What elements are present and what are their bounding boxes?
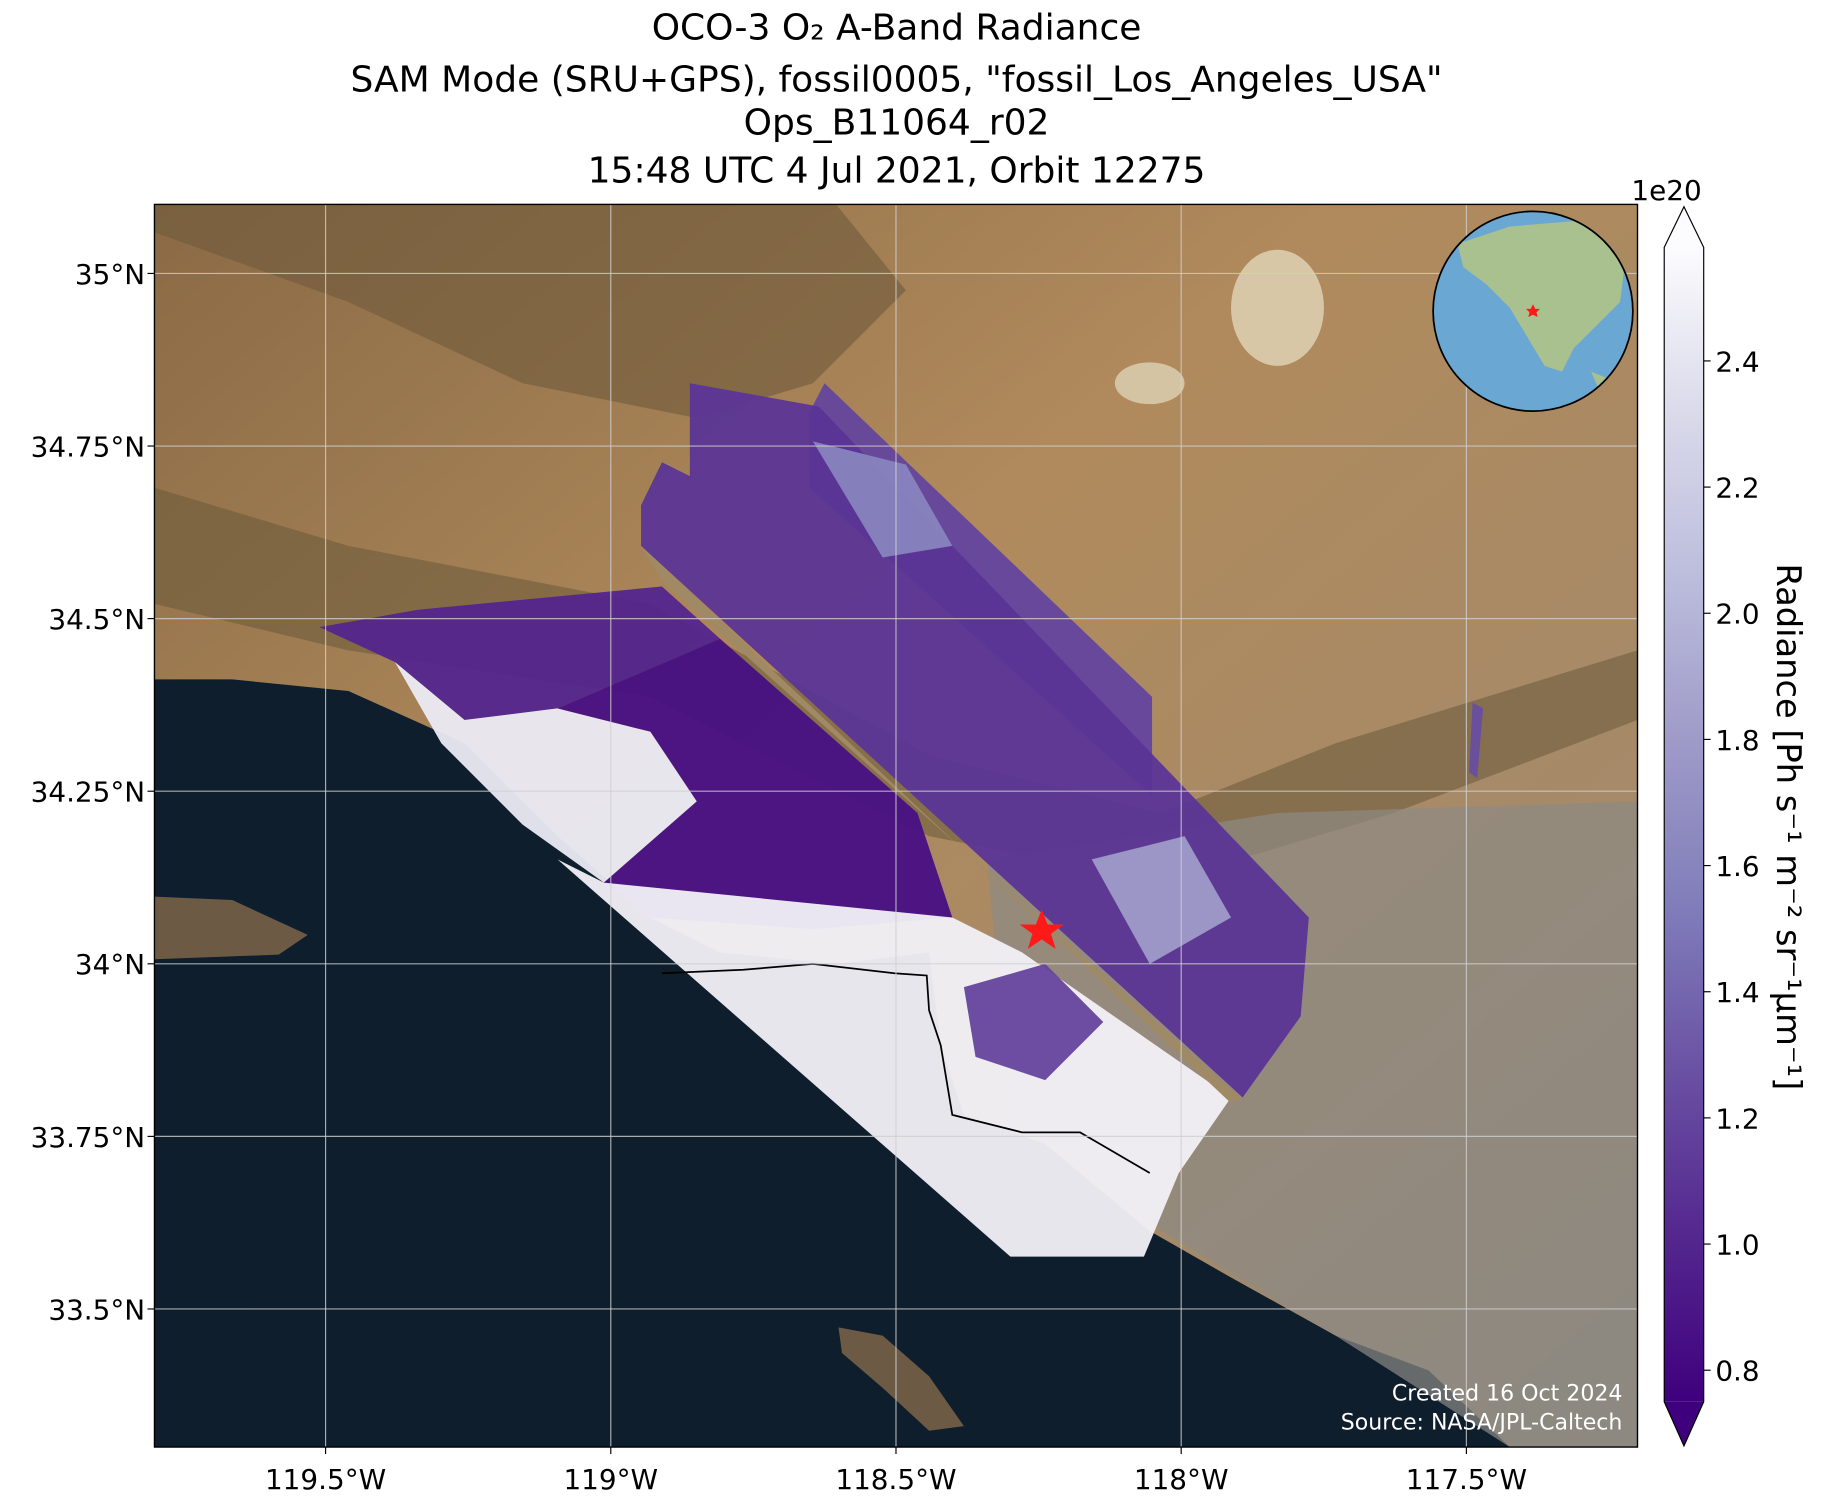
radiance-region: [394, 661, 697, 883]
y-tick-label: 33.5°N: [48, 1293, 145, 1326]
boundary: [661, 963, 1151, 1174]
colorbar-label: Radiance [Ph s⁻¹ m⁻² sr⁻¹μm⁻¹]: [1769, 564, 1808, 1091]
dry-lake: [1231, 249, 1324, 366]
globe-land: [1457, 220, 1626, 372]
swath-gap: [641, 545, 1243, 1104]
radiance-region: [319, 586, 721, 721]
x-tick-label: 118.5°W: [835, 1463, 956, 1496]
colorbar-tick-label: 2.2: [1715, 472, 1759, 505]
colorbar-extend-min: [1664, 1401, 1704, 1446]
colorbar-tick-label: 2.0: [1715, 598, 1759, 631]
title-line: OCO-3 O₂ A-Band Radiance: [652, 7, 1142, 48]
colorbar-multiplier: 1e20: [1631, 174, 1701, 207]
mountains: [154, 204, 906, 419]
credit: Source: NASA/JPL-Caltech: [1341, 1411, 1623, 1436]
x-tick-label: 119.5°W: [265, 1463, 386, 1496]
colorbar-tick-label: 1.8: [1715, 724, 1759, 757]
mountains: [154, 487, 1638, 883]
y-tick-label: 33.75°N: [31, 1121, 146, 1154]
credit: Created 16 Oct 2024: [1392, 1382, 1623, 1407]
radiance-region: [812, 441, 953, 558]
x-tick-label: 119°W: [563, 1463, 658, 1496]
x-tick-label: 118°W: [1134, 1463, 1229, 1496]
globe-outline: [1432, 210, 1634, 412]
radiance-region: [963, 963, 1104, 1081]
colorbar-tick-label: 0.8: [1715, 1355, 1759, 1388]
y-tick-label: 34.25°N: [31, 776, 146, 809]
colorbar-tick-label: 1.0: [1715, 1229, 1759, 1262]
colorbar: 0.8 1.0 1.2 1.4 1.6 1.8 2.0 2.2 2.4 1e20 Radiance …: [1631, 174, 1808, 1448]
colorbar-tick-label: 1.4: [1715, 976, 1759, 1009]
title-line: 15:48 UTC 4 Jul 2021, Orbit 12275: [588, 150, 1206, 191]
radiance-region: [1469, 702, 1484, 779]
radiance-region: [1091, 836, 1232, 964]
y-tick-label: 34.75°N: [31, 430, 146, 463]
radiance-region: [557, 859, 1232, 1257]
colorbar-tick-label: 1.6: [1715, 850, 1759, 883]
colorbar-tick-label: 2.4: [1715, 345, 1759, 378]
radiance-region: [557, 638, 953, 930]
x-tick-label: 117.5°W: [1406, 1463, 1527, 1496]
title-line: SAM Mode (SRU+GPS), fossil0005, "fossil_…: [351, 60, 1443, 101]
target-star: [1019, 909, 1064, 949]
globe-star: [1526, 304, 1540, 318]
island: [838, 1327, 964, 1431]
colorbar-body: [1664, 247, 1704, 1402]
colorbar-outline: [1663, 205, 1705, 1448]
dry-lake: [1114, 362, 1185, 405]
island: [154, 896, 308, 960]
colorbar-extend-max: [1664, 206, 1704, 248]
y-tick-label: 34.5°N: [48, 603, 145, 636]
globe-inset: [1432, 210, 1634, 412]
title-line: Ops_B11064_r02: [744, 103, 1050, 144]
colorbar-tick-label: 1.2: [1715, 1102, 1759, 1135]
map: Created 16 Oct 2024 Source: NASA/JPL-Cal…: [154, 204, 1638, 1448]
y-tick-label: 35°N: [75, 258, 145, 291]
y-tick-label: 34°N: [75, 948, 145, 981]
